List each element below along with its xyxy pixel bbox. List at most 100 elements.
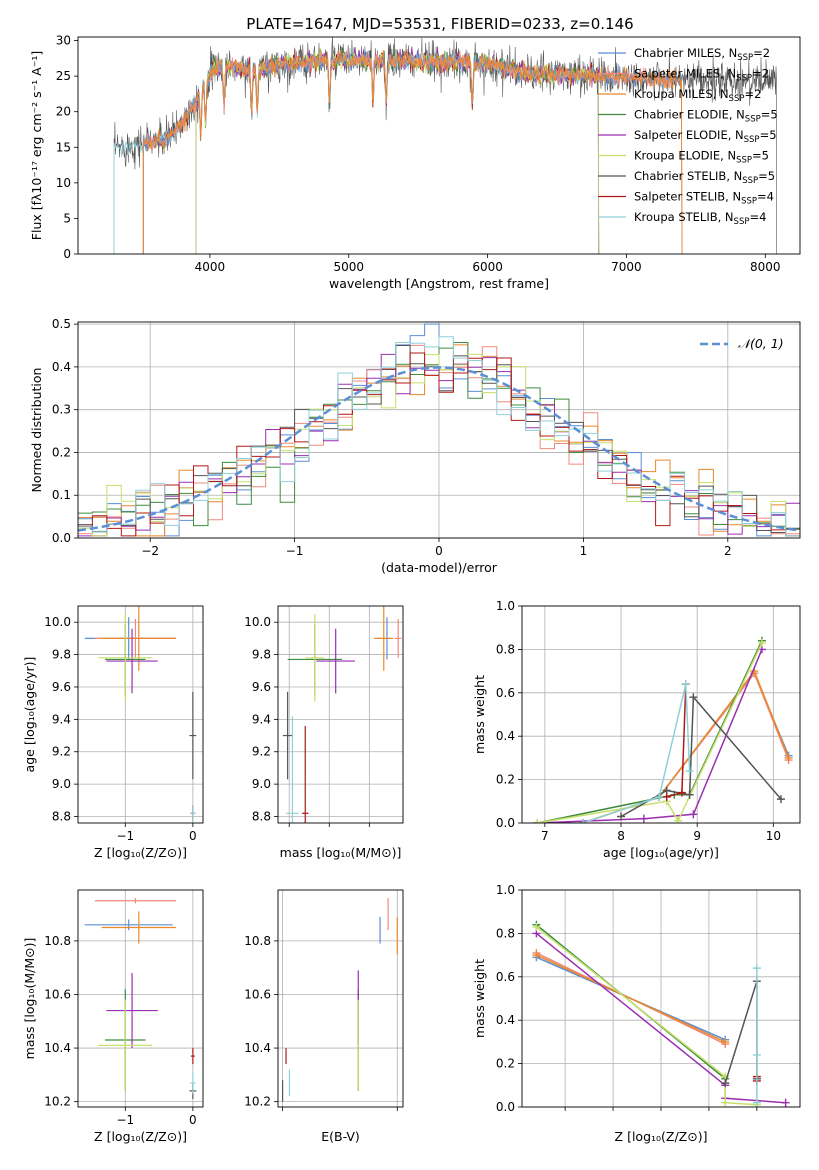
y-tick-label: 0.0 (496, 816, 515, 830)
y-tick-label: 30 (56, 34, 71, 48)
grid (78, 890, 203, 1107)
y-tick-label: 25 (56, 69, 71, 83)
plot-area (532, 920, 790, 1107)
y-tick-label: 0.4 (496, 729, 515, 743)
weight-marker-kroupa_stelib (685, 766, 694, 775)
x-tick-label: −1 (116, 829, 134, 843)
legend-tail: =2 (753, 46, 770, 60)
legend-name: Chabrier ELODIE, N (634, 108, 745, 122)
y-tick-label: 10.4 (44, 1041, 71, 1055)
legend-tail: =5 (761, 108, 778, 122)
y-tick-label: 0.8 (496, 642, 515, 656)
y-tick-label: 9.0 (52, 777, 71, 791)
x-tick-label: −2 (141, 544, 159, 558)
weight-marker-chabrier_stelib (685, 790, 694, 799)
x-tick-label: 0 (189, 1113, 197, 1127)
y-tick-label: 1.0 (496, 883, 515, 897)
x-tick-label: −1 (286, 544, 304, 558)
y-tick-label: 10.8 (44, 934, 71, 948)
axes-frame: 4000 5000 6000 7000 8000 0 5 10 15 20 25 30 waveleng… (29, 34, 801, 291)
weight-marker-chabrier_stelib (689, 693, 698, 702)
legend-name: Chabrier STELIB, N (634, 169, 742, 183)
grid (278, 606, 403, 823)
weight-marker-salpeter_stelib (662, 792, 671, 801)
y-tick-label: 10.0 (44, 615, 71, 629)
axes-mass_vs_ebv: 10.2 10.4 10.6 10.8 E(B-V) (244, 889, 404, 1144)
y-tick-label: 0.8 (496, 926, 515, 940)
axes-age_vs_mass: 8.8 9.0 9.2 9.4 9.6 9.8 10.0 mass [log₁₀(M/M⊙)] (244, 605, 404, 860)
weight-line-salpeter_stelib (666, 684, 687, 798)
weight-line-kroupa_stelib (582, 683, 691, 823)
legend-sub: SSP (736, 74, 752, 84)
axes-weight_vs_age: 7 8 9 10 0.0 0.2 0.4 0.6 0.8 1.0 age [log₁₀(age/yr… (472, 599, 801, 860)
weight-marker-chabrier_stelib (721, 1079, 730, 1088)
axes-border (77, 36, 801, 255)
axes-frame: 8.8 9.0 9.2 9.4 9.6 9.8 10.0 mass [log₁₀(M/M⊙)] (244, 605, 404, 860)
x-tick-label: 8000 (750, 260, 781, 274)
legend-name: Kroupa ELODIE, N (634, 149, 736, 163)
weight-marker-kroupa_elodie (757, 638, 766, 647)
weight-marker-kroupa_stelib (752, 964, 761, 973)
y-tick-label: 9.2 (252, 745, 271, 759)
weight-marker-kroupa_stelib (578, 819, 587, 823)
legend-name: Kroupa STELIB, N (634, 210, 734, 224)
plot-area (533, 636, 793, 823)
y-tick-label: 0.2 (496, 1057, 515, 1071)
plot-area (84, 898, 197, 1099)
weight-marker-kroupa_elodie (532, 922, 541, 931)
weight-marker-kroupa_miles (532, 951, 541, 960)
legend-name: Salpeter STELIB, N (634, 190, 741, 204)
y-tick-label: 8.8 (52, 810, 71, 824)
weight-marker-kroupa_stelib (681, 680, 690, 689)
weight-marker-salpeter_stelib (677, 788, 686, 797)
histogram-salpeter_stelib (78, 352, 800, 538)
legend-entry: Salpeter STELIB, NSSP=4 (634, 190, 774, 207)
axes-frame: 7 8 9 10 0.0 0.2 0.4 0.6 0.8 1.0 age [log₁₀(age/yr… (472, 599, 801, 860)
x-tick-label: 9 (693, 829, 701, 843)
plot-area (113, 37, 777, 254)
weight-marker-kroupa_miles (784, 753, 793, 762)
legend-sub: SSP (734, 217, 750, 227)
y-tick-label: 0.0 (52, 531, 71, 545)
y-axis-label: mass [log₁₀(M/M⊙)] (22, 938, 37, 1060)
weight-marker-chabrier_stelib (617, 812, 626, 821)
legend-sub: SSP (736, 156, 752, 166)
grid (278, 890, 403, 1107)
weight-marker-salpeter_elodie (689, 810, 698, 819)
y-tick-label: 9.4 (52, 712, 71, 726)
y-axis-label: age [log₁₀(age/yr)] (22, 657, 37, 773)
y-tick-label: 1.0 (496, 599, 515, 613)
weight-line-chabrier_stelib (724, 980, 758, 1084)
axes-residuals: −2 −1 0 1 2 0.0 0.1 0.2 0.3 0.4 0.5 (data-model)/er… (29, 317, 801, 575)
y-tick-label: 0 (63, 247, 71, 261)
weight-marker-salpeter_elodie (639, 814, 648, 823)
axes-border (521, 889, 801, 1108)
legend-entry: Kroupa ELODIE, NSSP=5 (634, 149, 769, 166)
x-tick-label: −1 (116, 1113, 134, 1127)
axes-border (277, 889, 404, 1108)
y-tick-label: 0.3 (52, 403, 71, 417)
legend-tail: =5 (758, 169, 775, 183)
x-tick-label: 2 (724, 544, 732, 558)
y-tick-label: 0.6 (496, 686, 515, 700)
y-tick-label: 9.8 (252, 648, 271, 662)
y-tick-label: 0.2 (496, 773, 515, 787)
legend-entry: Chabrier STELIB, NSSP=5 (634, 169, 775, 186)
legend-name: Kroupa MILES, N (634, 87, 729, 101)
axes-frame: −1 0 10.2 10.4 10.6 10.8 Z [log₁₀(Z/Z⊙)] mass [… (22, 889, 204, 1144)
plot-area (84, 606, 197, 822)
axes-frame: 10.2 10.4 10.6 10.8 E(B-V) (244, 889, 404, 1144)
x-axis-label: wavelength [Angstrom, rest frame] (329, 276, 549, 291)
y-tick-label: 9.6 (252, 680, 271, 694)
y-tick-label: 9.6 (52, 680, 71, 694)
x-tick-label: 5000 (333, 260, 364, 274)
y-tick-label: 15 (56, 140, 71, 154)
gaussian-legend-label: 𝒩(0, 1) (738, 336, 784, 351)
weight-marker-kroupa_elodie (721, 1098, 730, 1107)
legend-tail: =5 (760, 128, 777, 142)
figure-title: PLATE=1647, MJD=53531, FIBERID=0233, z=0… (246, 15, 633, 33)
legend-entry: Kroupa MILES, NSSP=2 (634, 87, 761, 104)
weight-marker-kroupa_miles (721, 1037, 730, 1046)
